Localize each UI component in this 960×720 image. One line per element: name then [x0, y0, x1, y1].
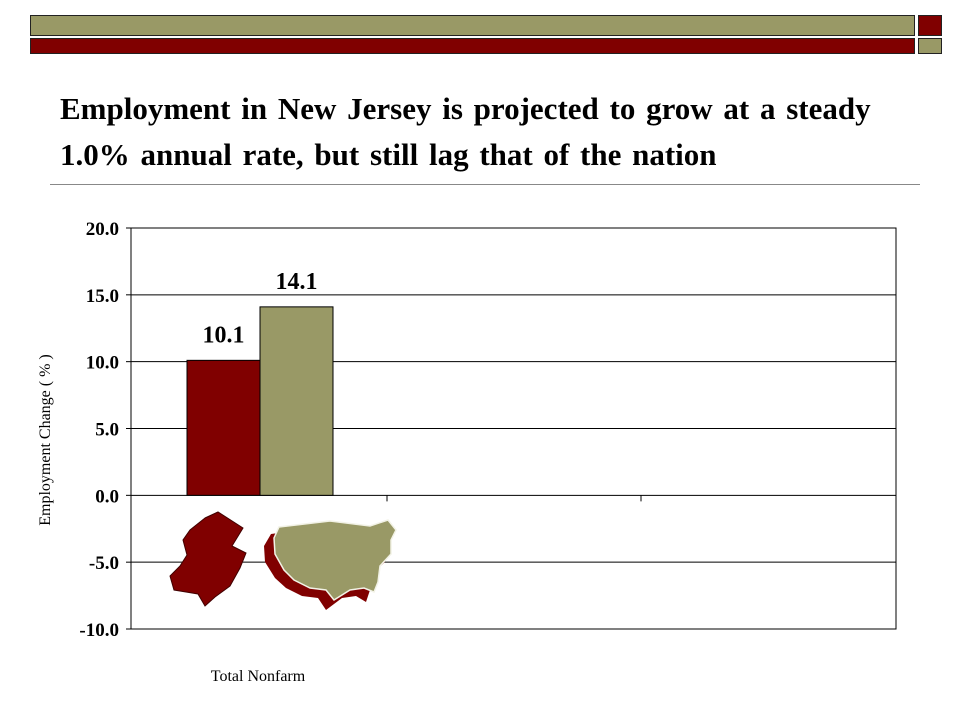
- y-tick-label: -10.0: [79, 620, 119, 641]
- y-tick-label: 5.0: [95, 420, 119, 441]
- y-tick-label: 20.0: [86, 219, 119, 240]
- y-tick-label: -5.0: [89, 553, 119, 574]
- y-tick-labels: 20.0 15.0 10.0 5.0 0.0 -5.0 -10.0: [79, 219, 119, 641]
- usa-map-icon: [264, 519, 397, 610]
- category-label: Total Nonfarm: [211, 668, 306, 685]
- header-maroon-bar: [30, 38, 915, 54]
- data-labels: 10.1 14.1: [203, 269, 318, 348]
- header-olive-square: [918, 38, 942, 54]
- title-divider: [50, 184, 920, 185]
- header-olive-bar: [30, 15, 915, 36]
- new-jersey-map-icon: [169, 511, 247, 607]
- bars: [186, 306, 334, 496]
- y-axis-title: Employment Change ( % ): [37, 354, 54, 526]
- data-label-series-1: 10.1: [203, 322, 245, 348]
- header-maroon-square: [918, 15, 942, 36]
- bar-series-2: [259, 306, 334, 496]
- y-tick-label: 0.0: [95, 486, 119, 507]
- y-tick-label: 15.0: [86, 286, 119, 307]
- data-label-series-2: 14.1: [276, 269, 318, 295]
- y-tick-label: 10.0: [86, 353, 119, 374]
- x-category-ticks: [386, 495, 642, 502]
- slide-title: Employment in New Jersey is projected to…: [60, 91, 871, 172]
- bar-series-1: [186, 359, 261, 496]
